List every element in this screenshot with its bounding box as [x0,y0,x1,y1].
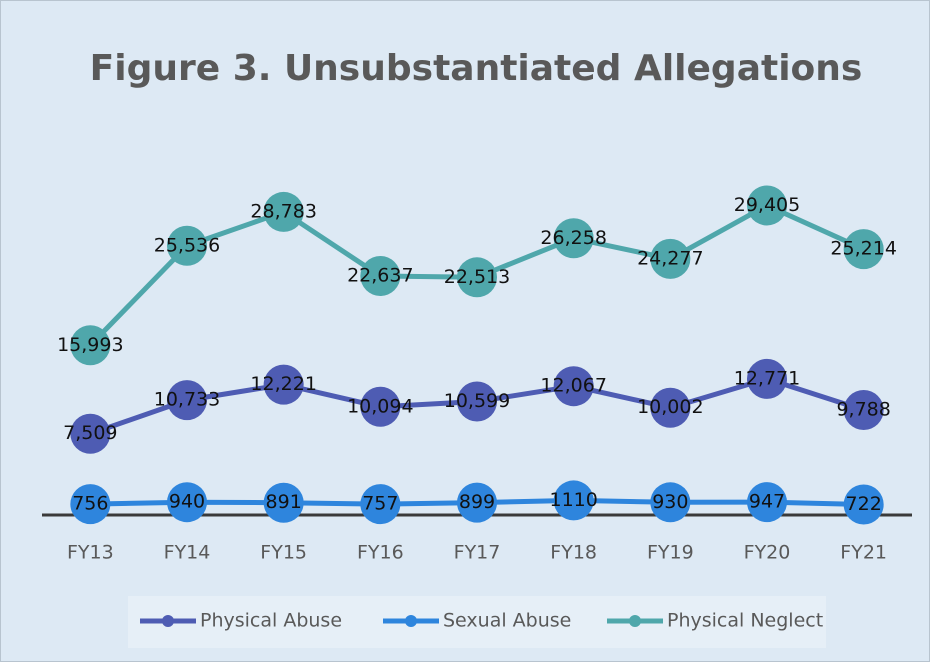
x-tick-label: FY19 [647,542,694,564]
legend-label: Physical Abuse [200,610,342,632]
chart-title: Figure 3. Unsubstantiated Allegations [90,48,863,89]
x-tick-label: FY15 [260,542,307,564]
data-point [167,225,207,266]
data-label: 947 [749,491,785,513]
data-label: 24,277 [637,247,703,269]
data-label: 7,509 [63,422,117,444]
data-label: 29,405 [734,194,800,216]
data-point [70,484,111,525]
legend-marker [405,615,417,627]
data-point [167,482,207,523]
data-point [650,482,691,523]
data-label: 25,536 [154,234,220,256]
data-label: 28,783 [250,200,316,222]
data-point [650,387,691,428]
data-label: 899 [459,491,495,513]
data-point [70,325,111,366]
data-point [457,257,497,298]
data-label: 757 [362,493,398,515]
data-point [263,482,304,523]
data-label: 12,067 [540,375,606,397]
x-tick-label: FY17 [454,542,501,564]
data-label: 722 [846,493,882,515]
data-label: 12,771 [734,367,800,389]
data-point [843,229,884,270]
data-label: 15,993 [57,334,123,356]
data-label: 12,221 [250,373,316,395]
data-point [843,484,884,525]
data-point [263,364,304,405]
data-label: 25,214 [830,238,896,260]
data-point [553,366,594,407]
data-label: 10,733 [154,389,220,411]
data-point [843,389,884,430]
data-point [70,413,111,454]
data-label: 9,788 [836,398,890,420]
data-label: 891 [266,491,302,513]
legend-marker [629,615,641,627]
x-tick-label: FY16 [357,542,404,564]
data-point [360,256,401,297]
data-point [650,238,691,279]
x-tick-label: FY13 [67,542,114,564]
data-point [747,185,787,226]
data-point [263,191,304,232]
data-point [457,381,497,422]
data-label: 10,002 [637,396,703,418]
data-label: 22,513 [444,266,510,288]
legend-label: Physical Neglect [667,610,823,632]
legend-box [128,596,826,648]
data-label: 1110 [549,489,597,511]
data-point [747,482,787,523]
data-point [360,386,401,427]
data-label: 930 [652,491,688,513]
x-tick-label: FY20 [744,542,791,564]
data-label: 26,258 [540,227,606,249]
legend-label: Sexual Abuse [443,610,571,632]
legend-marker [162,615,174,627]
data-label: 940 [169,491,205,513]
data-point [553,480,594,521]
data-label: 10,599 [444,390,510,412]
x-tick-label: FY21 [840,542,887,564]
data-label: 10,094 [347,395,413,417]
data-point [360,484,401,525]
x-tick-label: FY18 [550,542,597,564]
data-point [167,380,207,421]
data-label: 22,637 [347,265,413,287]
data-label: 756 [72,493,108,515]
x-tick-label: FY14 [164,542,211,564]
data-point [553,218,594,259]
data-point [457,482,497,523]
data-point [747,358,787,399]
